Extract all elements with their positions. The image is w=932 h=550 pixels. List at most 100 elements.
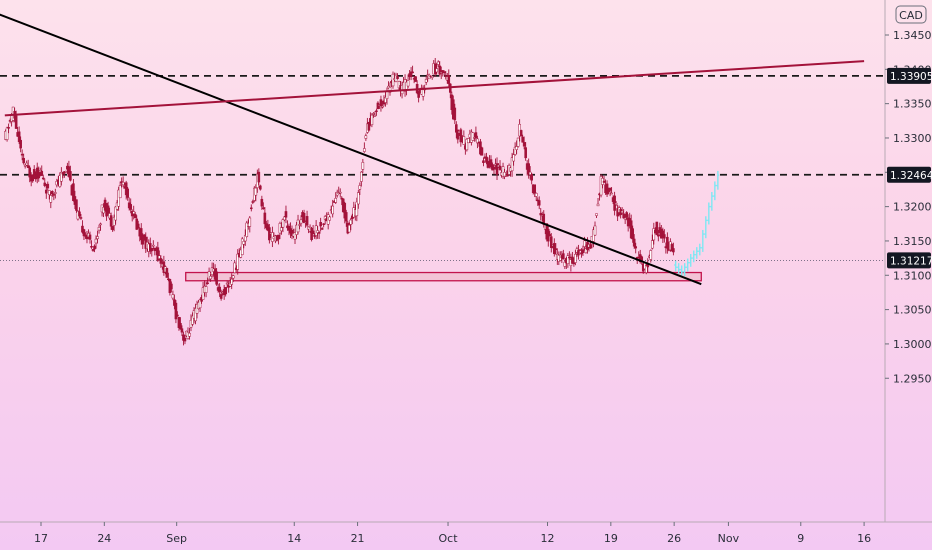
candle[interactable]: [111, 226, 114, 231]
candle[interactable]: [663, 234, 666, 239]
candle[interactable]: [156, 247, 160, 261]
candle[interactable]: [248, 217, 252, 227]
candle[interactable]: [435, 68, 439, 73]
candle[interactable]: [64, 171, 68, 173]
candle[interactable]: [605, 183, 609, 195]
candle[interactable]: [242, 241, 246, 245]
candle[interactable]: [284, 211, 288, 218]
candle[interactable]: [566, 255, 570, 264]
candle[interactable]: [421, 87, 425, 97]
candle[interactable]: [650, 240, 654, 249]
descending-trendline[interactable]: [0, 13, 702, 286]
candle[interactable]: [328, 216, 331, 221]
candle[interactable]: [476, 138, 479, 144]
candle[interactable]: [231, 275, 235, 279]
candle[interactable]: [225, 282, 229, 285]
candle[interactable]: [589, 244, 592, 249]
candle[interactable]: [424, 79, 428, 83]
candle[interactable]: [97, 227, 101, 231]
candle[interactable]: [281, 219, 285, 228]
candle[interactable]: [655, 221, 659, 236]
candle[interactable]: [141, 234, 145, 245]
candle[interactable]: [263, 212, 267, 225]
candle[interactable]: [44, 189, 48, 194]
candle[interactable]: [82, 229, 86, 237]
candle[interactable]: [397, 81, 401, 89]
candle[interactable]: [207, 271, 211, 280]
candle[interactable]: [459, 129, 463, 143]
candle[interactable]: [88, 234, 92, 240]
candle[interactable]: [349, 219, 353, 225]
candle[interactable]: [634, 246, 638, 249]
candle[interactable]: [367, 121, 371, 131]
candle[interactable]: [46, 183, 50, 189]
candle[interactable]: [257, 171, 261, 183]
candle[interactable]: [170, 283, 173, 290]
candle[interactable]: [26, 165, 30, 169]
candle[interactable]: [260, 198, 264, 207]
candle[interactable]: [580, 252, 583, 255]
candle[interactable]: [215, 271, 218, 285]
candle[interactable]: [254, 187, 258, 196]
candle[interactable]: [69, 171, 72, 181]
candle[interactable]: [165, 267, 169, 278]
candle[interactable]: [447, 75, 451, 84]
candle[interactable]: [259, 185, 262, 190]
candle[interactable]: [439, 72, 443, 74]
candle[interactable]: [512, 154, 515, 162]
candle[interactable]: [133, 213, 137, 219]
candle[interactable]: [204, 286, 208, 293]
candle[interactable]: [347, 224, 351, 233]
candle[interactable]: [430, 75, 434, 78]
candle[interactable]: [280, 227, 283, 232]
candle[interactable]: [471, 132, 475, 141]
candle[interactable]: [602, 180, 606, 183]
candle[interactable]: [581, 249, 585, 253]
candle[interactable]: [498, 165, 502, 170]
candle[interactable]: [474, 132, 478, 139]
candle[interactable]: [159, 258, 163, 264]
candle[interactable]: [572, 262, 576, 265]
candle[interactable]: [657, 234, 660, 237]
candle[interactable]: [515, 146, 518, 150]
candle[interactable]: [527, 163, 530, 175]
candle[interactable]: [52, 194, 56, 196]
candle[interactable]: [583, 240, 586, 247]
candle[interactable]: [25, 162, 28, 166]
candle[interactable]: [462, 136, 466, 145]
candle[interactable]: [444, 75, 448, 78]
candle[interactable]: [622, 213, 625, 219]
candle[interactable]: [243, 235, 247, 242]
candle[interactable]: [302, 212, 306, 224]
candle[interactable]: [595, 213, 598, 216]
candle[interactable]: [411, 71, 414, 74]
candle[interactable]: [79, 217, 83, 219]
candle[interactable]: [610, 192, 613, 195]
candle[interactable]: [262, 207, 265, 209]
candle[interactable]: [152, 244, 155, 247]
candle[interactable]: [644, 265, 648, 273]
candle[interactable]: [384, 96, 387, 103]
candle[interactable]: [442, 71, 446, 74]
candle[interactable]: [17, 131, 21, 143]
candle[interactable]: [593, 225, 597, 236]
candle[interactable]: [118, 185, 122, 199]
candle[interactable]: [486, 161, 490, 168]
candle[interactable]: [173, 299, 176, 306]
candle[interactable]: [360, 171, 363, 182]
candle[interactable]: [249, 207, 253, 210]
candle[interactable]: [485, 156, 488, 163]
candle[interactable]: [513, 146, 517, 155]
candle[interactable]: [245, 222, 249, 237]
candle[interactable]: [417, 91, 420, 98]
candle[interactable]: [456, 129, 460, 140]
candle[interactable]: [109, 215, 113, 227]
candle[interactable]: [290, 230, 294, 236]
candle[interactable]: [41, 177, 45, 180]
candle[interactable]: [96, 236, 99, 240]
candle[interactable]: [177, 317, 181, 328]
candle[interactable]: [251, 201, 255, 203]
candle[interactable]: [32, 169, 36, 176]
candle[interactable]: [142, 234, 146, 238]
